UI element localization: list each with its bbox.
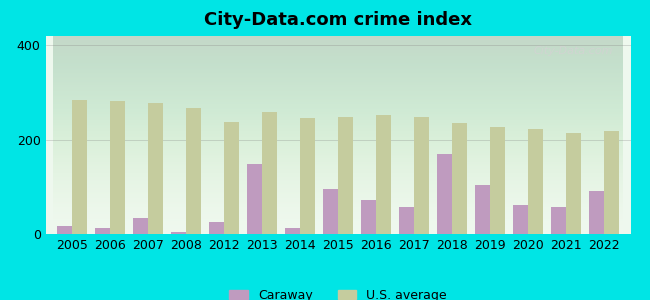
Bar — [57, 226, 72, 234]
Text: City-Data.com: City-Data.com — [534, 46, 613, 56]
Bar — [133, 218, 148, 234]
Bar — [437, 154, 452, 234]
Bar — [376, 115, 391, 234]
Bar — [95, 228, 110, 234]
Bar — [513, 205, 528, 234]
Bar — [566, 133, 581, 234]
Bar — [72, 100, 87, 234]
Legend: Caraway, U.S. average: Caraway, U.S. average — [224, 284, 452, 300]
Bar — [262, 112, 277, 234]
Bar — [186, 108, 202, 234]
Bar — [399, 207, 414, 234]
Bar — [490, 127, 505, 234]
Bar — [224, 122, 239, 234]
Bar — [247, 164, 262, 234]
Bar — [589, 190, 604, 234]
Bar — [171, 232, 186, 234]
Title: City-Data.com crime index: City-Data.com crime index — [204, 11, 472, 29]
Bar — [300, 118, 315, 234]
Bar — [604, 131, 619, 234]
Bar — [209, 222, 224, 234]
Bar — [452, 123, 467, 234]
Bar — [323, 189, 338, 234]
Bar — [338, 117, 353, 234]
Bar — [551, 207, 566, 234]
Bar — [528, 129, 543, 234]
Bar — [361, 200, 376, 234]
Bar — [110, 100, 125, 234]
Bar — [414, 117, 429, 234]
Bar — [285, 228, 300, 234]
Bar — [148, 103, 163, 234]
Bar — [474, 184, 490, 234]
